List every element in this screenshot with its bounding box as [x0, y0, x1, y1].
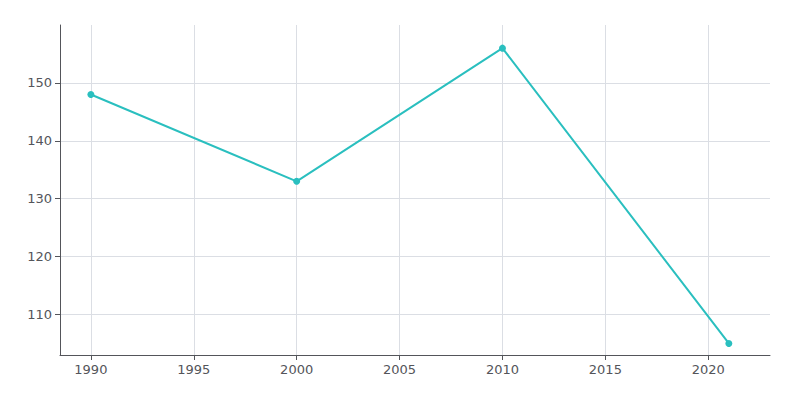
svg-text:2010: 2010 [486, 362, 519, 377]
svg-text:2020: 2020 [692, 362, 725, 377]
svg-text:2015: 2015 [589, 362, 622, 377]
svg-text:2000: 2000 [280, 362, 313, 377]
svg-text:2005: 2005 [383, 362, 416, 377]
svg-text:1990: 1990 [74, 362, 107, 377]
svg-text:110: 110 [27, 307, 52, 322]
svg-text:1995: 1995 [177, 362, 210, 377]
svg-text:140: 140 [27, 133, 52, 148]
svg-text:130: 130 [27, 191, 52, 206]
svg-text:120: 120 [27, 249, 52, 264]
svg-text:150: 150 [27, 75, 52, 90]
